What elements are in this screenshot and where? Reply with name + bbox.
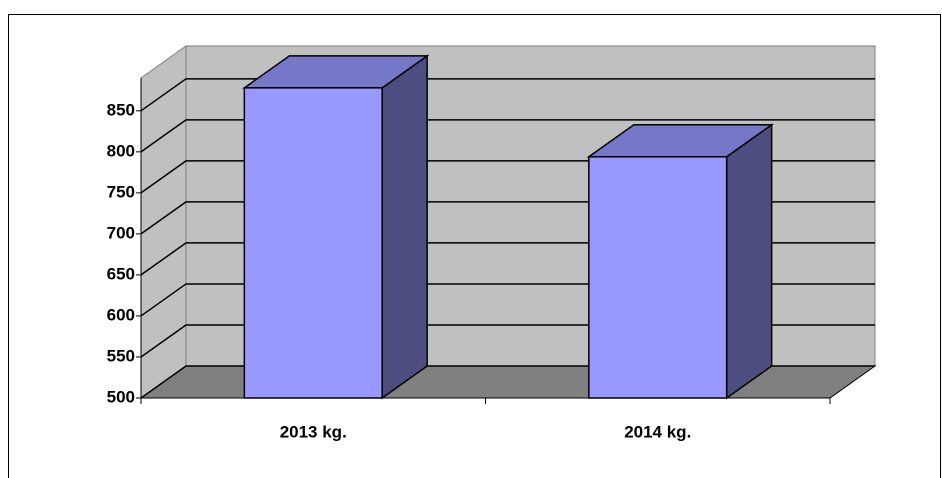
bar-side: [381, 54, 428, 400]
bar: [243, 87, 383, 399]
bar: [588, 156, 728, 399]
bar-side: [725, 123, 773, 400]
x-tick-label: 2014 kg.: [624, 422, 691, 441]
y-tick-label: 650: [107, 264, 135, 283]
grid-line: [140, 119, 875, 153]
grid-line: [140, 78, 875, 112]
y-tick-label: 850: [107, 100, 135, 119]
y-tick-label: 550: [107, 346, 135, 365]
y-tick-label: 800: [107, 141, 135, 160]
frame: [8, 14, 941, 478]
y-tick-label: 500: [107, 387, 135, 406]
y-tick-label: 750: [107, 182, 135, 201]
y-tick-label: 600: [107, 305, 135, 324]
side-wall: [140, 45, 187, 399]
x-tick-label: 2013 kg.: [280, 422, 347, 441]
y-tick-label: 700: [107, 223, 135, 242]
